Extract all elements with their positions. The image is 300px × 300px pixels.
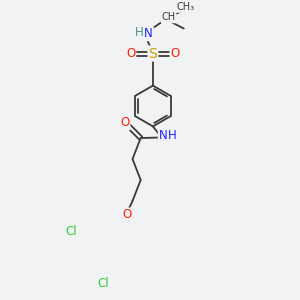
Text: CH: CH (162, 13, 176, 22)
Text: CH₃: CH₃ (176, 2, 194, 12)
Text: H: H (168, 130, 177, 142)
Text: O: O (122, 208, 131, 221)
Text: N: N (159, 130, 167, 142)
Text: Cl: Cl (65, 225, 77, 238)
Text: O: O (170, 47, 180, 60)
Text: O: O (126, 47, 135, 60)
Text: N: N (144, 27, 153, 40)
Text: O: O (120, 116, 130, 129)
Text: H: H (135, 26, 144, 39)
Text: Cl: Cl (97, 277, 109, 290)
Text: S: S (148, 46, 157, 61)
